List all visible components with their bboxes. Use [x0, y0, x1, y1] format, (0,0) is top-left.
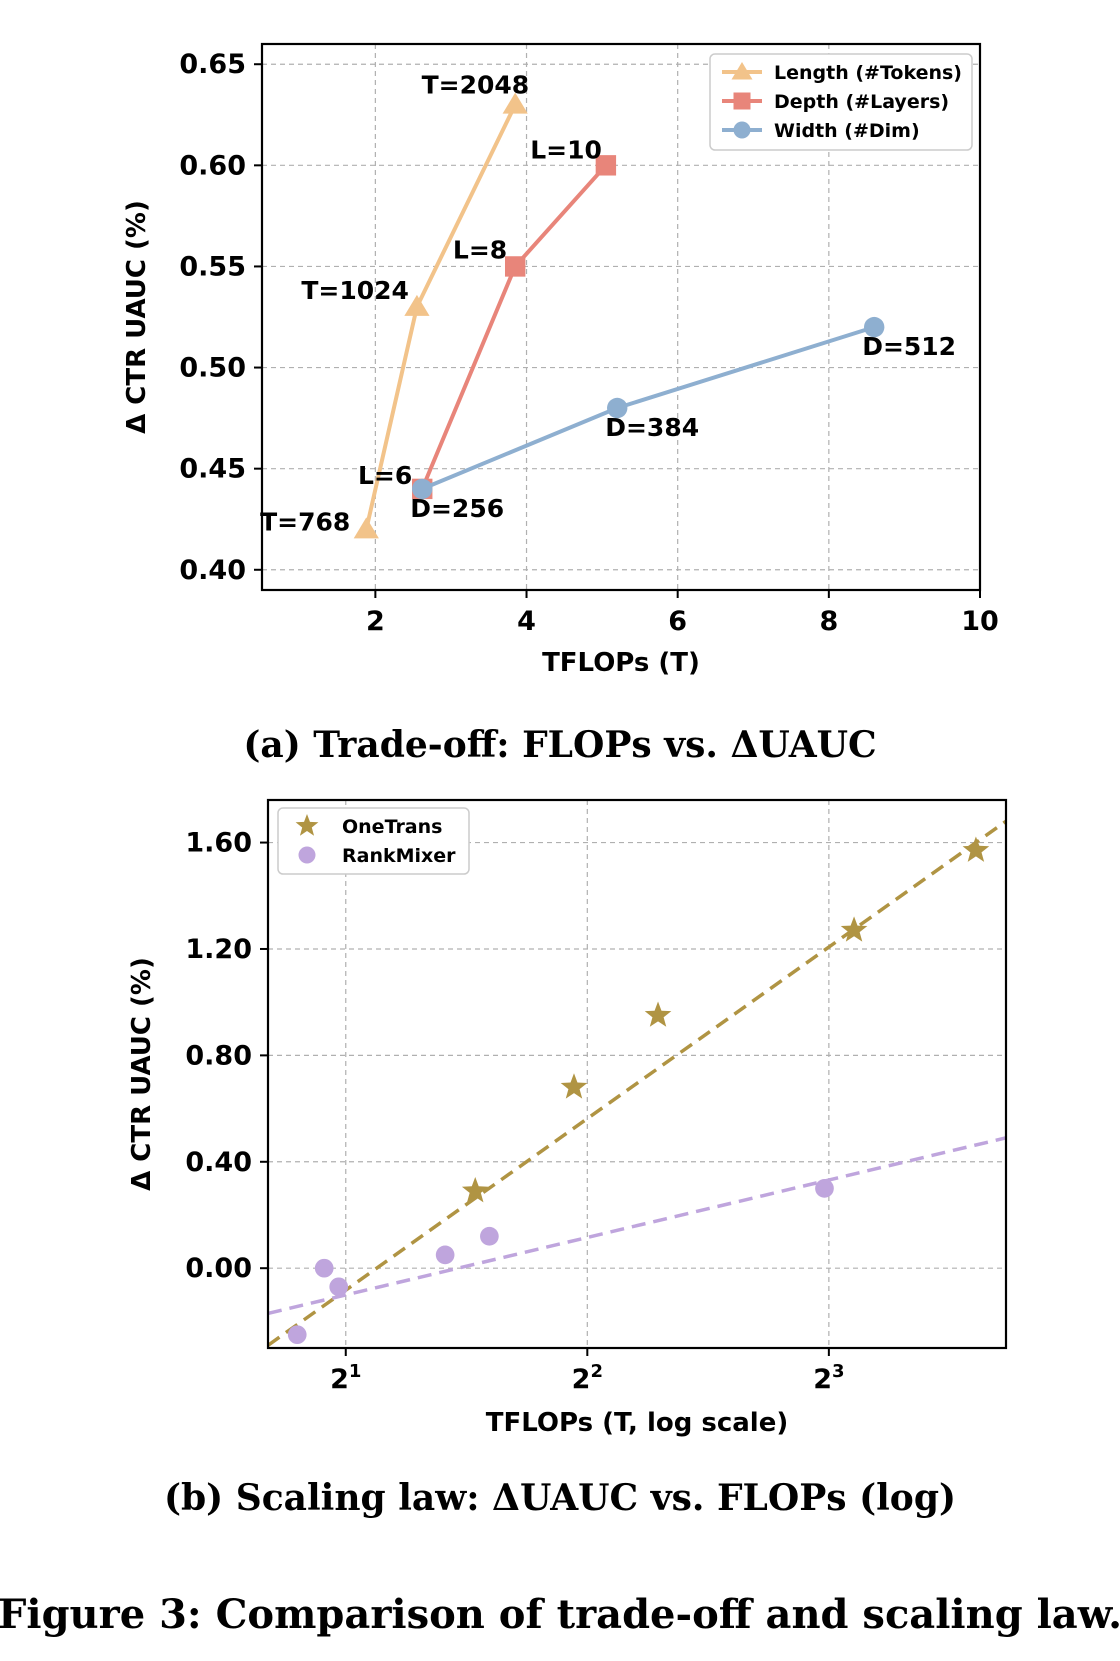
chart-a-point-label-length-tokens-2: T=2048	[422, 71, 530, 100]
chart-a-plot-frame	[260, 42, 982, 592]
chart-a-point-label-depth-layers-1: L=8	[453, 235, 507, 264]
chart-a-point-label-length-tokens-1: T=1024	[301, 276, 409, 305]
chart-a: 2 4 6 8 10 0.40 0.45 0.50 0.55 0.60 0.65 TFLOPs (T)…	[122, 42, 999, 678]
chart-b-plot-frame	[266, 798, 1008, 1350]
chart-a-xtick-label-4: 10	[961, 606, 999, 637]
chart-b-legend-marker-rankmixer	[298, 846, 316, 864]
chart-b-ytick-label-3: 1.20	[185, 934, 252, 965]
chart-b-series-rankmixer	[268, 1136, 1006, 1345]
chart-b-legend-box	[277, 807, 470, 875]
chart-b-point-rankmixer-3	[435, 1245, 455, 1265]
chart-b-legend-marker-onetrans	[295, 814, 319, 836]
chart-a-ytick-label-2: 0.50	[179, 353, 246, 384]
chart-a-legend-marker-length-tokens	[731, 62, 753, 80]
chart-b-xtick-label-1: 22	[572, 1361, 603, 1395]
chart-a-series-width-dim: D=256 D=384 D=512	[410, 316, 956, 523]
chart-b-point-rankmixer-4	[480, 1226, 499, 1246]
figure-caption: Figure 3: Comparison of trade-off and sc…	[0, 1591, 1120, 1638]
chart-b-caption: (b) Scaling law: ΔUAUC vs. FLOPs (log)	[164, 1477, 956, 1519]
chart-a-ytick-label-5: 0.65	[179, 49, 246, 80]
chart-a-point-width-dim-1	[607, 397, 628, 419]
chart-a-legend-label-length-tokens: Length (#Tokens)	[774, 62, 962, 84]
chart-a-point-label-depth-layers-0: L=6	[358, 461, 412, 490]
chart-b-point-onetrans-4	[962, 836, 990, 862]
chart-a-point-length-tokens-0	[353, 517, 379, 539]
chart-b-series-onetrans	[268, 819, 1006, 1347]
chart-b-xtick-exponent-2: 3	[832, 1361, 845, 1382]
chart-b-legend: OneTrans RankMixer	[277, 807, 470, 875]
chart-b-ylabel: Δ CTR UAUC (%)	[127, 957, 157, 1191]
chart-b-ytick-label-4: 1.60	[185, 828, 252, 859]
chart-b-point-rankmixer-0	[287, 1325, 307, 1345]
chart-a-point-width-dim-0	[412, 478, 433, 500]
chart-b-point-rankmixer-5	[815, 1179, 834, 1198]
chart-a-legend-box	[709, 53, 973, 151]
chart-b-point-rankmixer-1	[329, 1277, 349, 1297]
chart-b-xtick-exponent-0: 1	[349, 1361, 362, 1382]
chart-b-point-onetrans-1	[560, 1073, 588, 1099]
chart-b-xtick-label-0: 21	[330, 1361, 361, 1395]
chart-a-xtick-label-2: 6	[668, 606, 687, 637]
chart-b-point-onetrans-0	[461, 1177, 489, 1203]
chart-a-point-length-tokens-1	[404, 294, 430, 316]
chart-b-ytick-label-0: 0.00	[185, 1253, 252, 1284]
chart-a-point-label-depth-layers-2: L=10	[530, 135, 602, 164]
chart-a-ytick-label-3: 0.55	[179, 251, 246, 282]
chart-b-ytick-label-2: 0.80	[185, 1040, 252, 1071]
chart-a-point-width-dim-2	[863, 316, 885, 338]
chart-a-ylabel: Δ CTR UAUC (%)	[122, 200, 152, 434]
chart-a-ytick-label-0: 0.40	[179, 555, 246, 586]
chart-a-ytick-label-1: 0.45	[179, 454, 246, 485]
chart-b-ytick-label-1: 0.40	[185, 1147, 252, 1178]
chart-a-ytick-label-4: 0.60	[179, 150, 246, 181]
chart-b-plot-area	[268, 800, 1006, 1348]
chart-a-legend-label-depth-layers: Depth (#Layers)	[774, 91, 949, 113]
chart-a-legend-marker-width-dim	[733, 121, 751, 139]
chart-a-point-depth-layers-2	[595, 155, 617, 176]
chart-b-xtick-exponent-1: 2	[590, 1361, 603, 1382]
chart-a-caption: (a) Trade-off: FLOPs vs. ΔUAUC	[243, 724, 876, 766]
chart-b-point-onetrans-2	[644, 1001, 672, 1027]
chart-a-point-label-width-dim-0: D=256	[410, 494, 504, 523]
chart-a-legend-marker-depth-layers	[733, 92, 751, 110]
chart-b-legend-label-onetrans: OneTrans	[342, 816, 442, 838]
chart-a-point-label-width-dim-2: D=512	[862, 332, 956, 361]
chart-b-fit-line-rankmixer	[268, 1136, 1006, 1316]
chart-a-point-label-width-dim-1: D=384	[605, 413, 699, 442]
chart-b-fit-line-onetrans	[268, 819, 1006, 1347]
chart-b-legend-label-rankmixer: RankMixer	[342, 845, 456, 867]
chart-a-point-depth-layers-1	[504, 256, 526, 277]
chart-a-xlabel: TFLOPs (T)	[542, 648, 700, 678]
chart-a-point-label-length-tokens-0: T=768	[260, 507, 350, 536]
chart-b-point-rankmixer-2	[314, 1258, 334, 1278]
chart-a-point-length-tokens-2	[502, 92, 528, 114]
chart-a-series-length-tokens: T=768 T=1024 T=2048	[260, 71, 529, 539]
chart-a-xtick-label-3: 8	[819, 606, 838, 637]
chart-a-legend: Length (#Tokens) Depth (#Layers) Width (#D…	[709, 53, 973, 151]
chart-b-xtick-label-2: 23	[813, 1361, 844, 1395]
chart-b-point-onetrans-3	[840, 916, 868, 942]
chart-a-xtick-label-1: 4	[517, 606, 536, 637]
chart-a-xtick-label-0: 2	[366, 606, 385, 637]
chart-b-xlabel: TFLOPs (T, log scale)	[486, 1408, 789, 1438]
chart-a-legend-label-width-dim: Width (#Dim)	[774, 120, 920, 142]
